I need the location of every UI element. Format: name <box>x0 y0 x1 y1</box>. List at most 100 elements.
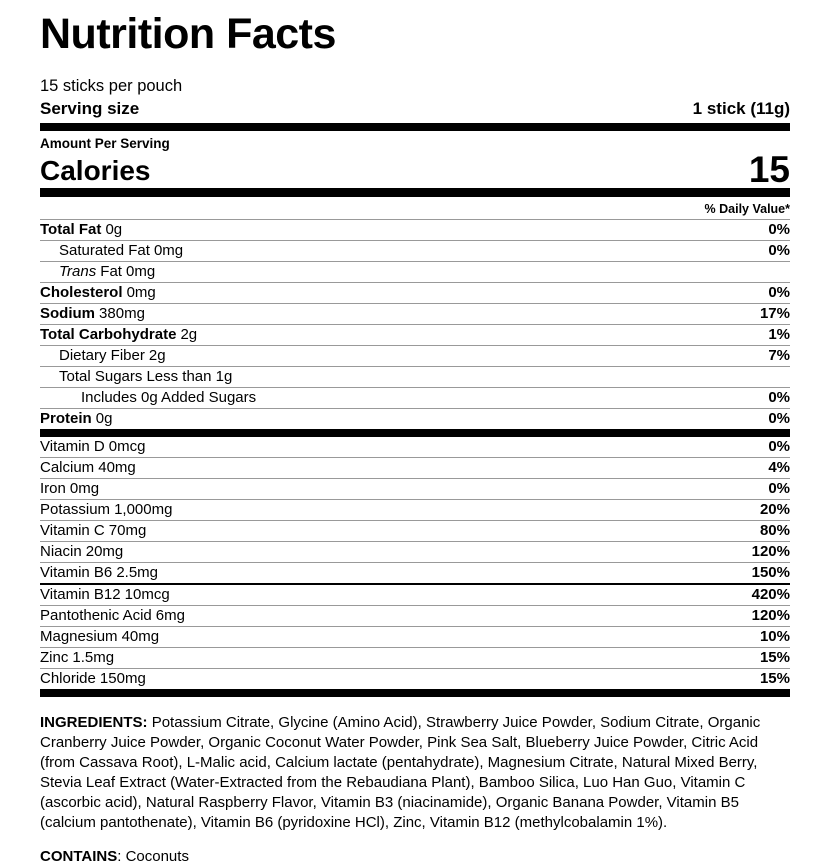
nutrient-row: Vitamin B6 2.5mg 150% <box>40 561 790 583</box>
amount-per-serving-label: Amount Per Serving <box>40 135 170 151</box>
nutrient-name: Total Fat <box>40 221 102 239</box>
daily-value-percent: 0% <box>768 284 790 302</box>
ingredients-paragraph: INGREDIENTS: Potassium Citrate, Glycine … <box>40 713 790 833</box>
nutrient-name: Cholesterol <box>40 284 123 302</box>
nutrient-row: Potassium 1,000mg 20% <box>40 498 790 520</box>
daily-value-percent: 0% <box>768 410 790 428</box>
contains-label: CONTAINS <box>40 847 118 865</box>
nutrient-name: Protein <box>40 410 92 428</box>
nutrient-amount: 380mg <box>99 305 145 323</box>
nutrient-name: Includes 0g Added Sugars <box>81 389 257 407</box>
nutrient-row: Protein 0g 0% <box>40 407 790 429</box>
nutrient-row: Vitamin C 70mg 80% <box>40 519 790 541</box>
nutrient-amount: 0g <box>105 221 123 239</box>
nutrient-name: Vitamin B12 <box>40 586 121 604</box>
nutrient-name: Chloride <box>40 670 96 688</box>
nutrient-name: Fat <box>100 263 122 281</box>
nutrient-label-group: Protein 0g <box>40 411 112 426</box>
nutrient-name: Total Sugars <box>59 368 143 386</box>
nutrient-name: Sodium <box>40 305 95 323</box>
daily-value-percent: 80% <box>759 522 790 540</box>
nutrient-amount: Less than 1g <box>146 368 233 386</box>
nutrient-label-group: Vitamin B6 2.5mg <box>40 565 158 580</box>
nutrient-amount: 2g <box>180 326 198 344</box>
nutrient-label-group: Total Carbohydrate 2g <box>40 327 197 342</box>
nutrient-row: Total Fat 0g 0% <box>40 218 790 240</box>
nutrient-row: Dietary Fiber 2g 7% <box>40 344 790 366</box>
nutrient-label-group: Vitamin D 0mcg <box>40 439 145 454</box>
nutrient-label-group: Trans Fat 0mg <box>40 264 155 279</box>
calories-row: Calories 15 <box>40 150 790 187</box>
nutrient-amount: 70mg <box>108 522 147 540</box>
nutrient-row: Includes 0g Added Sugars 0% <box>40 386 790 408</box>
nutrient-row: Total Sugars Less than 1g <box>40 365 790 387</box>
daily-value-percent: 120% <box>751 607 790 625</box>
nutrient-label-group: Magnesium 40mg <box>40 629 159 644</box>
nutrient-amount: 0mcg <box>108 438 146 456</box>
nutrient-amount: 2.5mg <box>116 564 159 582</box>
label-title: Nutrition Facts <box>40 10 336 58</box>
daily-value-percent: 1% <box>768 326 790 344</box>
nutrient-label-group: Pantothenic Acid 6mg <box>40 608 185 623</box>
nutrient-amount: 0mg <box>126 284 156 302</box>
nutrient-row: Vitamin B12 10mcg 420% <box>40 582 790 605</box>
nutrient-name: Zinc <box>40 649 69 667</box>
daily-value-percent: 10% <box>759 628 790 646</box>
nutrient-row: Saturated Fat 0mg 0% <box>40 239 790 261</box>
nutrient-name: Calcium <box>40 459 95 477</box>
nutrient-name: Saturated Fat <box>59 242 150 260</box>
daily-value-percent: 17% <box>759 305 790 323</box>
nutrient-label-group: Total Sugars Less than 1g <box>40 369 232 384</box>
nutrient-amount: 10mcg <box>124 586 170 604</box>
nutrient-name: Vitamin B6 <box>40 564 113 582</box>
nutrient-row: Iron 0mg 0% <box>40 477 790 499</box>
nutrient-name: Dietary Fiber <box>59 347 145 365</box>
daily-value-percent: 0% <box>768 438 790 456</box>
daily-value-percent: 120% <box>751 543 790 561</box>
nutrient-name: Iron <box>40 480 66 498</box>
nutrient-label-group: Includes 0g Added Sugars <box>40 390 256 405</box>
nutrient-row: Cholesterol 0mg 0% <box>40 281 790 303</box>
nutrient-row: Pantothenic Acid 6mg 120% <box>40 604 790 626</box>
daily-value-header: % Daily Value* <box>704 201 790 216</box>
daily-value-percent: 0% <box>768 242 790 260</box>
serving-size-row: Serving size 1 stick (11g) <box>40 99 790 119</box>
daily-value-percent: 0% <box>768 389 790 407</box>
contains-line: CONTAINS: Coconuts <box>40 847 790 867</box>
nutrient-name: Magnesium <box>40 628 118 646</box>
calories-label: Calories <box>40 155 151 187</box>
nutrient-label-group: Vitamin C 70mg <box>40 523 146 538</box>
nutrient-amount: 0mg <box>126 263 156 281</box>
daily-value-percent: 0% <box>768 221 790 239</box>
daily-value-percent: 15% <box>759 649 790 667</box>
nutrient-row: Total Carbohydrate 2g 1% <box>40 323 790 345</box>
nutrient-label-group: Cholesterol 0mg <box>40 285 156 300</box>
daily-value-percent: 0% <box>768 480 790 498</box>
nutrient-row: Niacin 20mg 120% <box>40 540 790 562</box>
nutrient-amount: 150mg <box>99 670 146 688</box>
nutrient-amount: 40mg <box>98 459 136 477</box>
contains-text: : Coconuts <box>117 847 189 865</box>
nutrient-label-group: Sodium 380mg <box>40 306 145 321</box>
daily-value-percent: 20% <box>759 501 790 519</box>
nutrient-label-group: Saturated Fat 0mg <box>40 243 183 258</box>
nutrient-row: Chloride 150mg 15% <box>40 667 790 689</box>
nutrient-label-group: Niacin 20mg <box>40 544 123 559</box>
nutrient-rows: Total Fat 0g 0% Saturated Fat 0mg 0% Trans… <box>40 218 790 429</box>
nutrient-label-group: Total Fat 0g <box>40 222 122 237</box>
divider-thick <box>40 428 790 437</box>
nutrient-amount: 0mg <box>69 480 100 498</box>
nutrient-label-group: Zinc 1.5mg <box>40 650 114 665</box>
nutrient-name: Total Carbohydrate <box>40 326 177 344</box>
divider-thick <box>40 122 790 131</box>
nutrient-row: Trans Fat 0mg <box>40 260 790 282</box>
daily-value-percent: 4% <box>768 459 790 477</box>
serving-size-label: Serving size <box>40 99 140 119</box>
nutrient-amount: 0g <box>95 410 113 428</box>
nutrient-label-group: Iron 0mg <box>40 481 99 496</box>
nutrient-amount: 1.5mg <box>72 649 115 667</box>
nutrient-label-group: Vitamin B12 10mcg <box>40 587 170 602</box>
nutrient-amount: 2g <box>148 347 166 365</box>
nutrient-row: Vitamin D 0mcg 0% <box>40 437 790 457</box>
